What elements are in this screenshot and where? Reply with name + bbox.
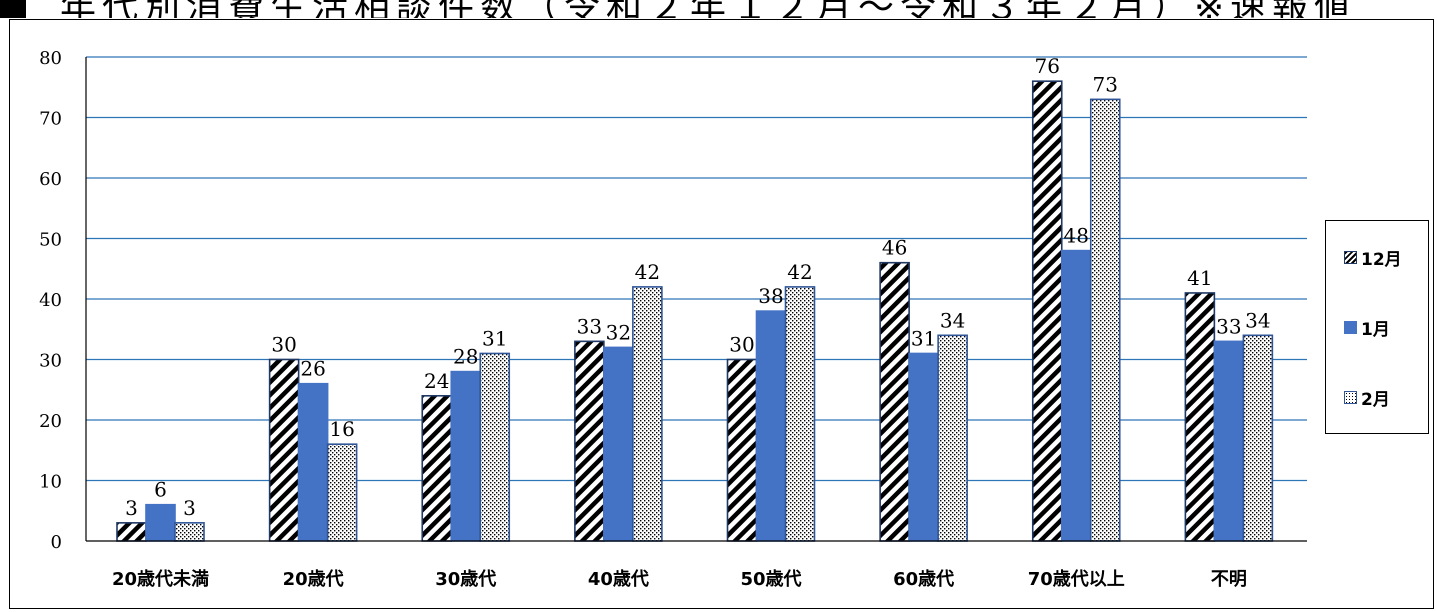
bar-1月-30歳代 — [450, 370, 482, 542]
legend-item-2月: 2月 — [1344, 385, 1390, 410]
bar-1月-50歳代 — [755, 310, 787, 542]
data-label: 32 — [606, 320, 631, 344]
data-label: 42 — [787, 260, 812, 284]
y-tick-label: 40 — [39, 290, 62, 311]
dotted-swatch-icon — [1344, 390, 1357, 404]
data-label: 16 — [329, 417, 354, 441]
bar-2月-70歳代以上 — [1089, 98, 1121, 542]
data-label: 34 — [940, 308, 965, 332]
title-square-marker — [0, 0, 26, 18]
data-label: 42 — [635, 260, 660, 284]
solid-swatch-icon — [1344, 320, 1357, 334]
data-label: 33 — [577, 314, 602, 338]
data-label: 31 — [911, 326, 936, 350]
data-label: 33 — [1216, 314, 1241, 338]
data-label: 48 — [1064, 224, 1089, 248]
data-label: 28 — [453, 345, 478, 369]
bar-1月-不明 — [1213, 340, 1245, 542]
bar-12月-60歳代 — [879, 261, 910, 542]
x-tick-label: 不明 — [1211, 569, 1247, 590]
data-label: 3 — [183, 496, 196, 520]
chart-frame — [9, 19, 1434, 609]
x-tick-label: 50歳代 — [740, 569, 801, 590]
y-tick-label: 10 — [39, 472, 62, 493]
data-label: 6 — [154, 478, 167, 502]
data-label: 34 — [1245, 308, 1270, 332]
bar-2月-不明 — [1242, 334, 1274, 542]
bar-12月-50歳代 — [726, 358, 758, 542]
bar-1月-60歳代 — [908, 352, 939, 542]
axes: 0 10 20 30 40 50 60 70 80 20歳代未満 20歳代 30歳代 40歳代 50歳代 6… — [39, 48, 1307, 590]
chart-title: 年代別消費生活相談件数（令和２年１２月〜令和３年２月）※速報値 — [0, 0, 1437, 18]
data-label: 26 — [300, 357, 325, 381]
y-tick-label: 0 — [51, 532, 62, 553]
y-tick-label: 80 — [39, 48, 62, 69]
x-tick-label: 70歳代以上 — [1028, 569, 1125, 590]
y-tick-label: 60 — [39, 169, 62, 190]
data-label: 3 — [125, 496, 138, 520]
legend-item-1月: 1月 — [1344, 315, 1390, 340]
bar-2月-20歳代 — [326, 443, 358, 542]
data-label: 30 — [729, 333, 754, 357]
bar-12月-20歳代未満 — [116, 522, 147, 542]
data-label: 41 — [1187, 266, 1212, 290]
data-label: 38 — [758, 284, 783, 308]
y-tick-label: 20 — [39, 411, 62, 432]
bar-12月-不明 — [1184, 292, 1216, 542]
chart-title-text: 年代別消費生活相談件数（令和２年１２月〜令和３年２月）※速報値 — [60, 0, 1356, 18]
bar-2月-50歳代 — [784, 286, 816, 542]
x-tick-label: 40歳代 — [588, 569, 649, 590]
bar-1月-40歳代 — [603, 346, 634, 542]
x-tick-label: 30歳代 — [435, 569, 496, 590]
bar-2月-40歳代 — [632, 286, 663, 542]
legend-label: 2月 — [1361, 389, 1390, 410]
bar-12月-40歳代 — [574, 340, 605, 542]
bar-2月-30歳代 — [479, 352, 511, 542]
legend-item-12月: 12月 — [1344, 245, 1402, 270]
legend: 12月 1月 2月 — [1325, 220, 1429, 434]
x-tick-label: 20歳代 — [283, 569, 344, 590]
bar-2月-60歳代 — [937, 334, 968, 542]
y-tick-label: 50 — [39, 230, 62, 251]
bar-12月-20歳代 — [268, 358, 300, 542]
bar-2月-20歳代未満 — [174, 522, 205, 542]
bar-1月-70歳代以上 — [1060, 249, 1092, 542]
y-tick-label: 70 — [39, 109, 62, 130]
data-label: 76 — [1035, 54, 1060, 78]
legend-label: 12月 — [1361, 249, 1402, 270]
x-tick-label: 20歳代未満 — [112, 568, 209, 590]
bars — [116, 80, 1274, 542]
data-label: 73 — [1093, 72, 1118, 96]
legend-label: 1月 — [1361, 319, 1390, 340]
data-label: 30 — [271, 333, 296, 357]
bar-12月-30歳代 — [421, 394, 453, 542]
bar-12月-70歳代以上 — [1031, 80, 1063, 542]
bar-1月-20歳代未満 — [145, 503, 176, 542]
data-label: 31 — [482, 326, 507, 350]
data-label: 46 — [882, 236, 907, 260]
hatch-swatch-icon — [1344, 250, 1357, 264]
x-tick-label: 60歳代 — [893, 569, 954, 590]
y-tick-label: 30 — [39, 351, 62, 372]
data-label: 24 — [424, 369, 449, 393]
bar-1月-20歳代 — [297, 382, 329, 542]
